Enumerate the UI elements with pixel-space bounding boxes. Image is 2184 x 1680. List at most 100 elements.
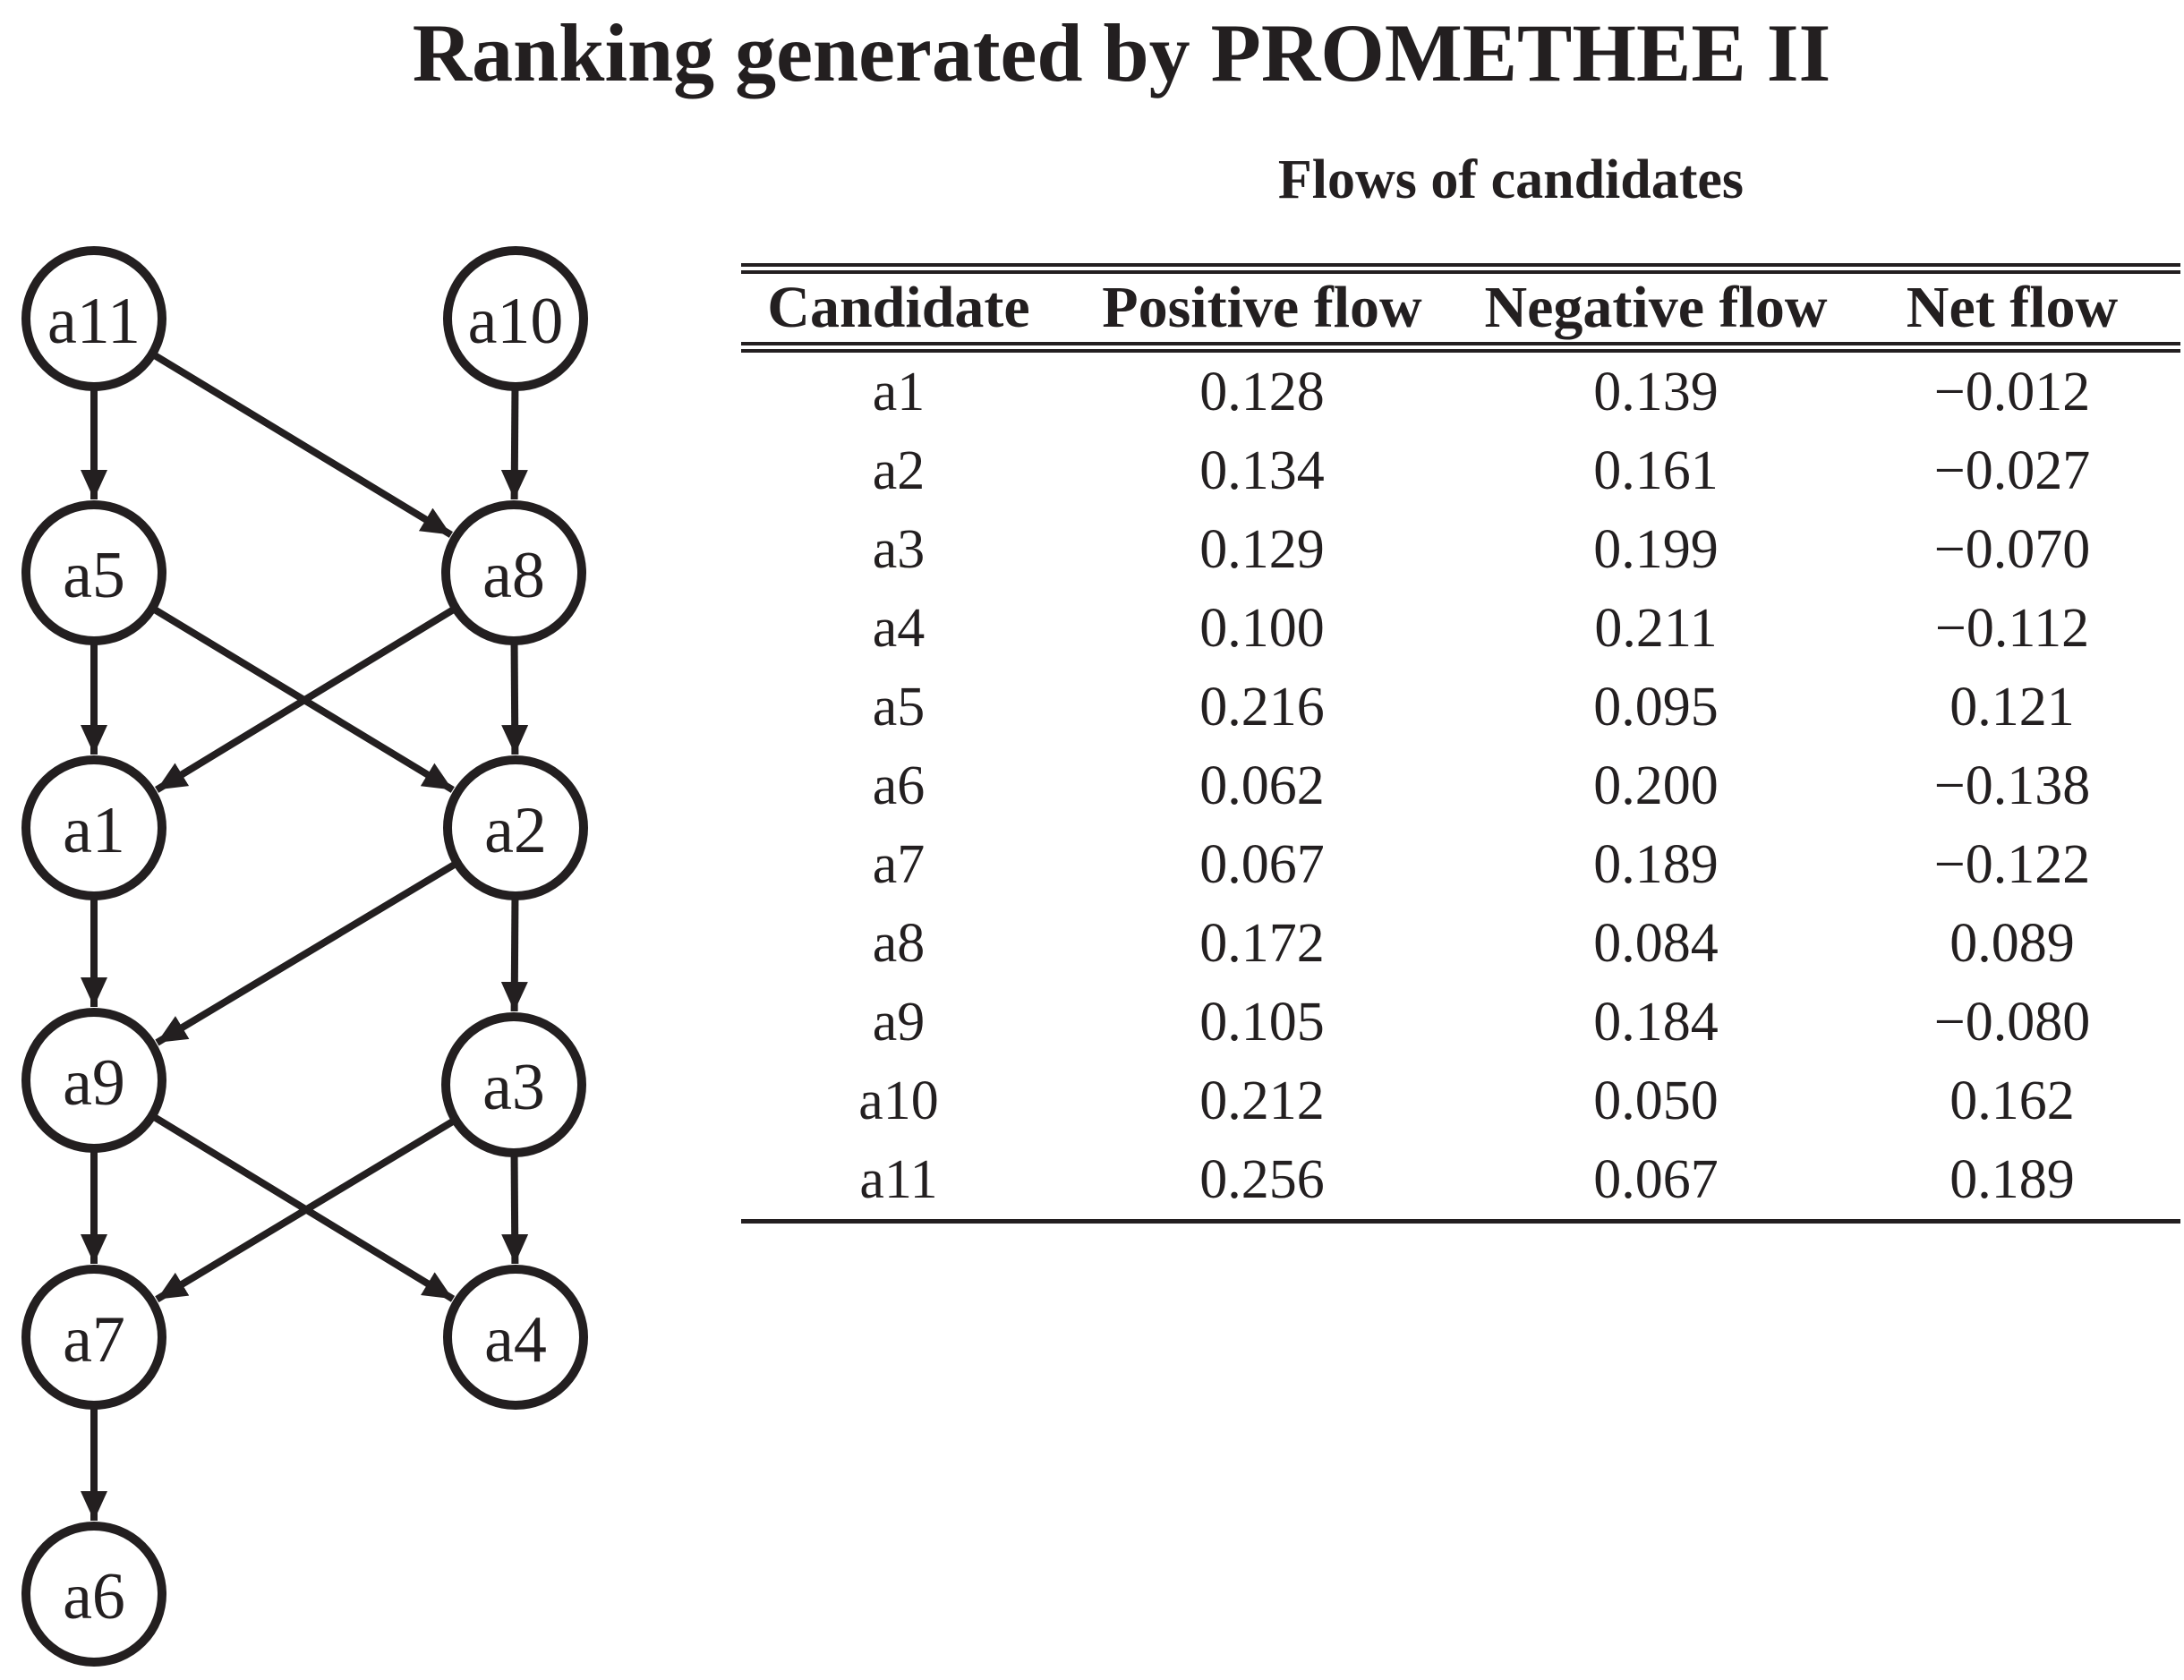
graph-node-a5: a5: [21, 500, 166, 645]
table-row: a3 0.129 0.199 −0.070: [741, 510, 2180, 589]
candidate-cell: a9: [872, 991, 926, 1053]
negative-flow-cell: 0.050: [1593, 1070, 1719, 1131]
column-header-negative-flow: Negative flow: [1468, 269, 1844, 353]
node-circle: [21, 1265, 166, 1410]
net-flow-cell: −0.122: [1933, 833, 2091, 895]
positive-flow-cell: 0.212: [1199, 1070, 1325, 1131]
table-row: a7 0.067 0.189 −0.122: [741, 825, 2180, 904]
net-flow-cell: −0.112: [1934, 597, 2090, 659]
graph-node-a8: a8: [441, 500, 586, 645]
candidate-cell: a3: [872, 518, 926, 580]
table-row: a10 0.212 0.050 0.162: [741, 1062, 2180, 1140]
node-label: a8: [482, 539, 545, 612]
negative-flow-cell: 0.067: [1593, 1148, 1719, 1210]
table-row: a5 0.216 0.095 0.121: [741, 668, 2180, 746]
negative-flow-cell: 0.095: [1593, 676, 1719, 738]
flows-table-body: a1 0.128 0.139 −0.012 a2 0.134 0.161 −0.027 a3 0.…: [741, 347, 2180, 1222]
node-label: a7: [63, 1303, 125, 1377]
node-circle: [441, 500, 586, 645]
positive-flow-cell: 0.256: [1199, 1148, 1325, 1210]
graph-node-a9: a9: [21, 1008, 166, 1153]
node-circle: [441, 1012, 586, 1157]
candidate-cell: a5: [872, 676, 926, 738]
node-circle: [443, 755, 588, 900]
positive-flow-cell: 0.134: [1199, 439, 1325, 501]
table-row: a8 0.172 0.084 0.089: [741, 904, 2180, 983]
table-row: a4 0.100 0.211 −0.112: [741, 589, 2180, 668]
table-row: a1 0.128 0.139 −0.012: [741, 347, 2180, 431]
flows-table-header: Candidate Positive flow Negative flow Ne…: [741, 269, 2180, 353]
negative-flow-cell: 0.161: [1593, 439, 1719, 501]
table-row: a11 0.256 0.067 0.189: [741, 1140, 2180, 1222]
graph-edge-a2-a9: [155, 857, 463, 1046]
net-flow-cell: −0.027: [1933, 439, 2091, 501]
graph-node-a6: a6: [21, 1522, 166, 1667]
node-circle: [21, 246, 166, 391]
graph-node-a10: a10: [443, 246, 588, 391]
ranking-graph: a11 a10 a5 a8 a1 a2 a9 a3 a7 a4 a6: [21, 246, 588, 1667]
node-circle: [21, 500, 166, 645]
node-label: a10: [468, 285, 564, 358]
negative-flow-cell: 0.139: [1593, 361, 1719, 422]
positive-flow-cell: 0.067: [1199, 833, 1325, 895]
table-title: Flows of candidates: [1277, 149, 1745, 210]
net-flow-cell: −0.070: [1933, 518, 2091, 580]
negative-flow-cell: 0.189: [1593, 833, 1719, 895]
negative-flow-cell: 0.211: [1594, 597, 1718, 659]
net-flow-cell: −0.012: [1933, 361, 2091, 422]
node-label: a5: [63, 539, 125, 612]
negative-flow-cell: 0.200: [1593, 755, 1719, 816]
node-circle: [443, 1265, 588, 1410]
positive-flow-cell: 0.105: [1199, 991, 1325, 1053]
node-label: a1: [63, 794, 125, 867]
graph-node-a4: a4: [443, 1265, 588, 1410]
candidate-cell: a4: [872, 597, 926, 659]
candidate-cell: a1: [872, 361, 926, 422]
positive-flow-cell: 0.128: [1199, 361, 1325, 422]
candidate-cell: a10: [858, 1070, 939, 1131]
net-flow-cell: 0.189: [1949, 1148, 2075, 1210]
positive-flow-cell: 0.100: [1199, 597, 1325, 659]
column-header-candidate: Candidate: [741, 269, 1056, 353]
node-label: a4: [484, 1303, 547, 1377]
table-row: a9 0.105 0.184 −0.080: [741, 983, 2180, 1062]
negative-flow-cell: 0.184: [1593, 991, 1719, 1053]
net-flow-cell: 0.121: [1949, 676, 2075, 738]
negative-flow-cell: 0.199: [1593, 518, 1719, 580]
graph-node-a11: a11: [21, 246, 166, 391]
graph-edge-a8-a1: [155, 602, 461, 793]
net-flow-cell: −0.080: [1933, 991, 2091, 1053]
negative-flow-cell: 0.084: [1593, 912, 1719, 974]
graph-edge-a3-a4: [501, 1148, 529, 1265]
positive-flow-cell: 0.172: [1199, 912, 1325, 974]
candidate-cell: a11: [859, 1148, 938, 1210]
figure-title: Ranking generated by PROMETHEE II: [412, 7, 1831, 98]
table-row: a2 0.134 0.161 −0.027: [741, 431, 2180, 510]
graph-edge-a11-a8: [147, 348, 453, 538]
node-label: a6: [63, 1560, 125, 1633]
column-header-positive-flow: Positive flow: [1056, 269, 1468, 353]
graph-edge-a8-a2: [501, 636, 529, 755]
candidate-cell: a8: [872, 912, 926, 974]
positive-flow-cell: 0.216: [1199, 676, 1325, 738]
flows-table: Candidate Positive flow Negative flow Ne…: [741, 263, 2180, 1224]
node-circle: [443, 246, 588, 391]
candidate-cell: a6: [872, 755, 926, 816]
node-label: a11: [47, 285, 141, 358]
positive-flow-cell: 0.062: [1199, 755, 1325, 816]
graph-edge-a10-a8: [500, 382, 528, 500]
ranking-graph-panel: a11 a10 a5 a8 a1 a2 a9 a3 a7 a4 a6: [0, 0, 662, 1680]
net-flow-cell: 0.089: [1949, 912, 2075, 974]
net-flow-cell: 0.162: [1949, 1070, 2075, 1131]
graph-edge-a9-a4: [147, 1111, 456, 1302]
node-label: a3: [482, 1051, 545, 1124]
graph-edges: [81, 348, 529, 1521]
graph-node-a3: a3: [441, 1012, 586, 1157]
graph-node-a1: a1: [21, 755, 166, 900]
candidate-cell: a7: [872, 833, 926, 895]
candidate-cell: a2: [872, 439, 926, 501]
graph-edge-a3-a7: [155, 1114, 461, 1303]
node-label: a9: [63, 1046, 125, 1120]
node-circle: [21, 1008, 166, 1153]
